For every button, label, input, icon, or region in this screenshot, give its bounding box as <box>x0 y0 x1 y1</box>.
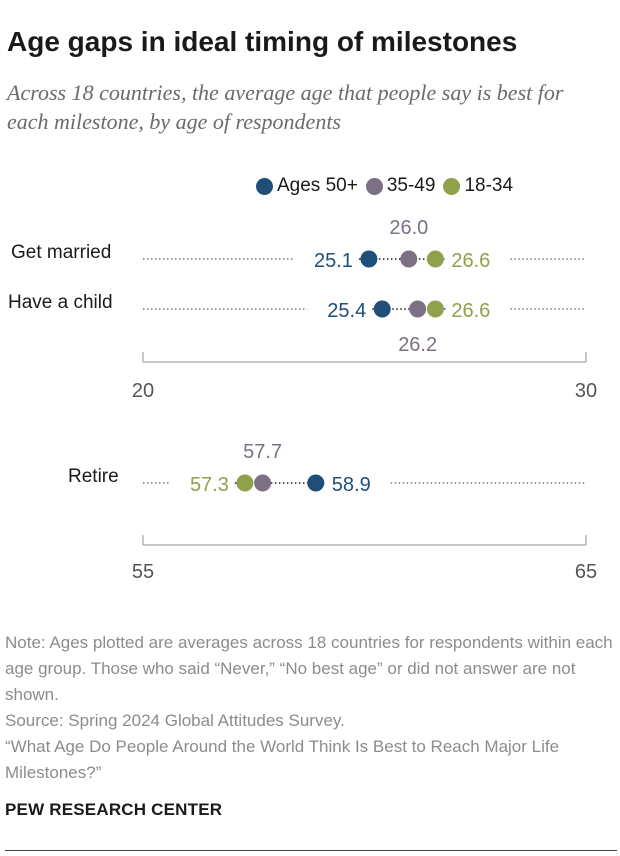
dot-plot-chart: Get married 25.1 26.0 26.6 Have a child 25.4 2… <box>8 217 597 583</box>
dot-have-a-child-18-34 <box>426 300 444 318</box>
x-tick-label-max: 65 <box>575 561 597 583</box>
chart-title: Age gaps in ideal timing of milestones <box>7 26 518 57</box>
data-label-retire-18-34: 57.3 <box>190 474 229 496</box>
dot-get-married-ages-50 <box>360 250 378 268</box>
row-label-get-married: Get married <box>11 242 111 263</box>
dot-have-a-child-ages-50 <box>373 300 391 318</box>
legend-swatch-ages-50-plus <box>256 177 273 195</box>
source-text: Source: Spring 2024 Global Attitudes Sur… <box>5 711 345 730</box>
notes: Note: Ages plotted are averages across 1… <box>5 630 615 786</box>
legend-label-18-34: 18-34 <box>464 175 514 196</box>
data-label-retire-35-49: 57.7 <box>243 441 282 463</box>
dot-retire-18-34 <box>236 474 254 492</box>
dot-retire-ages-50 <box>307 474 325 492</box>
x-tick-label-min: 55 <box>132 561 154 583</box>
row-label-have-a-child: Have a child <box>8 292 113 313</box>
data-label-have-a-child-35-49: 26.2 <box>398 334 437 356</box>
dot-have-a-child-35-49 <box>409 300 427 318</box>
legend-label-ages-50-plus: Ages 50+ <box>277 175 358 196</box>
legend-item-18-34: 18-34 <box>443 175 513 197</box>
legend-label-35-49: 35-49 <box>386 175 436 196</box>
legend: Ages 50+ 35-49 18-34 <box>256 174 521 198</box>
legend-item-ages-50-plus: Ages 50+ <box>256 175 358 197</box>
data-label-have-a-child-ages-50: 25.4 <box>327 300 366 322</box>
data-label-get-married-18-34: 26.6 <box>451 250 490 272</box>
note-text: Note: Ages plotted are averages across 1… <box>5 633 613 704</box>
dot-get-married-18-34 <box>426 250 444 268</box>
dot-get-married-35-49 <box>400 250 418 268</box>
data-label-get-married-ages-50: 25.1 <box>314 250 353 272</box>
data-label-get-married-35-49: 26.0 <box>389 217 428 239</box>
legend-swatch-18-34 <box>443 177 461 195</box>
x-tick-label-max: 30 <box>575 380 597 402</box>
x-tick-label-min: 20 <box>132 380 154 402</box>
bottom-rule <box>5 850 617 851</box>
data-label-retire-ages-50: 58.9 <box>332 474 371 496</box>
report-title: “What Age Do People Around the World Thi… <box>5 737 560 782</box>
dot-retire-35-49 <box>254 474 272 492</box>
legend-swatch-35-49 <box>365 177 383 195</box>
row-label-retire: Retire <box>68 466 119 487</box>
legend-item-35-49: 35-49 <box>365 175 436 197</box>
data-label-have-a-child-18-34: 26.6 <box>451 300 490 322</box>
brand-logo-text: PEW RESEARCH CENTER <box>5 800 223 819</box>
chart-subtitle: Across 18 countries, the average age tha… <box>7 80 564 134</box>
